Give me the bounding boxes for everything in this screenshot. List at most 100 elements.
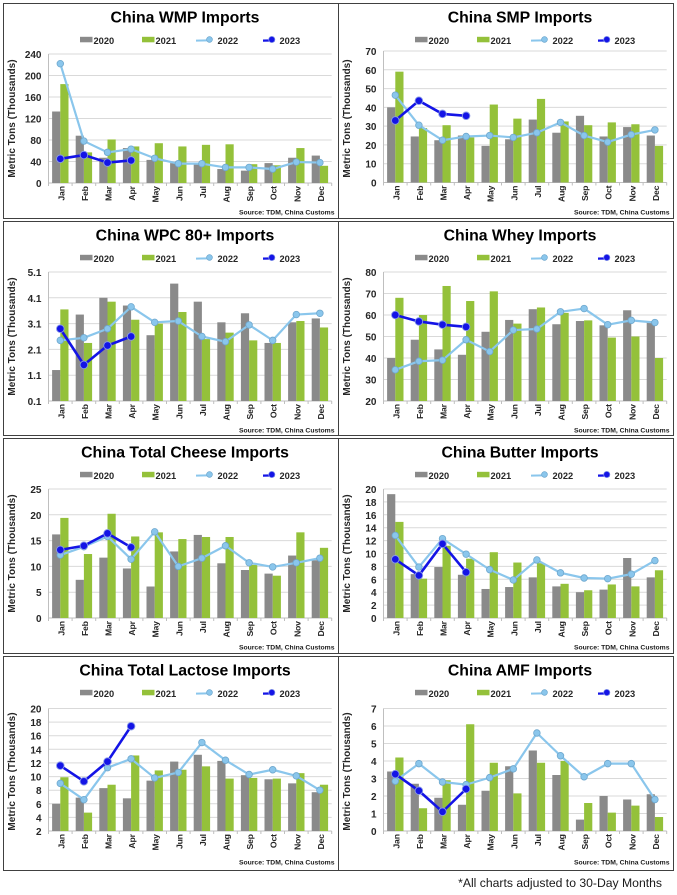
svg-text:0: 0 (36, 614, 42, 625)
svg-text:2023: 2023 (615, 36, 636, 46)
svg-text:2.1: 2.1 (28, 345, 42, 356)
svg-text:2023: 2023 (280, 471, 301, 481)
svg-text:Jul: Jul (533, 834, 543, 846)
svg-text:2023: 2023 (280, 36, 301, 46)
svg-text:2021: 2021 (156, 36, 177, 46)
svg-text:2023: 2023 (280, 688, 301, 698)
svg-text:Metric Tons (Thousands): Metric Tons (Thousands) (7, 59, 18, 177)
svg-text:2022: 2022 (218, 253, 239, 263)
svg-text:Jul: Jul (198, 404, 208, 416)
svg-text:Source: TDM, China Customs: Source: TDM, China Customs (574, 859, 670, 866)
svg-text:2021: 2021 (156, 471, 177, 481)
svg-text:Mar: Mar (104, 620, 114, 636)
svg-text:Nov: Nov (627, 621, 637, 637)
svg-text:May: May (151, 186, 161, 203)
svg-text:18: 18 (365, 498, 377, 509)
svg-text:Mar: Mar (104, 403, 114, 419)
svg-text:Jul: Jul (533, 186, 543, 198)
svg-text:May: May (486, 185, 496, 202)
svg-text:2023: 2023 (280, 253, 301, 263)
svg-text:70: 70 (365, 47, 377, 58)
svg-text:Jan: Jan (56, 621, 66, 635)
svg-text:Dec: Dec (316, 621, 326, 637)
svg-text:2020: 2020 (94, 688, 115, 698)
svg-text:Dec: Dec (651, 403, 661, 419)
svg-text:Jul: Jul (533, 621, 543, 633)
svg-text:2020: 2020 (429, 471, 450, 481)
svg-text:Dec: Dec (651, 833, 661, 849)
svg-text:China WPC 80+ Imports: China WPC 80+ Imports (96, 227, 275, 244)
svg-text:Jul: Jul (198, 621, 208, 633)
svg-text:Sep: Sep (580, 621, 590, 636)
svg-text:2023: 2023 (615, 688, 636, 698)
svg-text:Mar: Mar (439, 185, 449, 201)
svg-text:7: 7 (371, 704, 377, 715)
svg-text:2: 2 (371, 792, 377, 803)
svg-text:2022: 2022 (553, 253, 574, 263)
svg-text:Apr: Apr (127, 620, 137, 635)
svg-text:1: 1 (371, 809, 377, 820)
svg-text:18: 18 (30, 718, 42, 729)
svg-text:Feb: Feb (415, 404, 425, 419)
svg-text:Oct: Oct (604, 185, 614, 199)
svg-text:2021: 2021 (491, 36, 512, 46)
svg-text:Aug: Aug (222, 621, 232, 637)
svg-text:Jun: Jun (509, 186, 519, 201)
svg-text:Mar: Mar (439, 403, 449, 419)
svg-text:Jun: Jun (174, 834, 184, 849)
svg-text:40: 40 (365, 103, 377, 114)
svg-text:Feb: Feb (415, 621, 425, 636)
svg-text:15: 15 (30, 537, 42, 548)
svg-text:Mar: Mar (104, 185, 114, 201)
svg-text:4: 4 (371, 757, 377, 768)
svg-text:Oct: Oct (269, 621, 279, 635)
svg-text:1.1: 1.1 (28, 371, 42, 382)
svg-text:6: 6 (371, 722, 377, 733)
svg-text:60: 60 (365, 66, 377, 77)
svg-text:0: 0 (371, 827, 377, 838)
svg-text:14: 14 (30, 745, 42, 756)
svg-text:2: 2 (36, 827, 42, 838)
svg-text:2023: 2023 (615, 471, 636, 481)
svg-text:Jan: Jan (391, 404, 401, 418)
svg-text:80: 80 (365, 268, 377, 279)
svg-text:25: 25 (30, 485, 42, 496)
svg-text:Metric Tons (Thousands): Metric Tons (Thousands) (342, 494, 353, 612)
svg-text:12: 12 (365, 537, 377, 548)
svg-text:Jan: Jan (56, 404, 66, 418)
svg-text:Mar: Mar (439, 620, 449, 636)
svg-text:Nov: Nov (292, 833, 302, 849)
svg-text:Jul: Jul (533, 404, 543, 416)
svg-text:20: 20 (365, 397, 377, 408)
svg-text:Aug: Aug (222, 404, 232, 420)
svg-text:2020: 2020 (429, 688, 450, 698)
svg-text:Jul: Jul (198, 186, 208, 198)
svg-text:2020: 2020 (429, 253, 450, 263)
svg-text:Jan: Jan (56, 834, 66, 848)
svg-text:Sep: Sep (580, 186, 590, 201)
svg-text:0: 0 (371, 179, 377, 190)
svg-text:5: 5 (36, 588, 42, 599)
svg-text:2020: 2020 (429, 36, 450, 46)
svg-text:Metric Tons (Thousands): Metric Tons (Thousands) (7, 712, 18, 830)
svg-text:Sep: Sep (245, 404, 255, 419)
svg-text:3: 3 (371, 774, 377, 785)
svg-text:Jun: Jun (509, 621, 519, 636)
svg-text:Jun: Jun (174, 404, 184, 419)
svg-text:2022: 2022 (553, 471, 574, 481)
svg-text:2021: 2021 (491, 471, 512, 481)
svg-text:Source: TDM, China Customs: Source: TDM, China Customs (239, 210, 335, 217)
svg-text:China Whey Imports: China Whey Imports (444, 227, 597, 244)
svg-text:2022: 2022 (553, 36, 574, 46)
svg-text:Apr: Apr (127, 833, 137, 848)
svg-text:Dec: Dec (316, 403, 326, 419)
svg-text:Sep: Sep (245, 834, 255, 849)
svg-text:Jun: Jun (174, 621, 184, 636)
svg-text:Aug: Aug (557, 834, 567, 850)
svg-text:Aug: Aug (557, 186, 567, 202)
svg-text:Feb: Feb (415, 834, 425, 849)
svg-text:May: May (486, 833, 496, 850)
svg-text:40: 40 (30, 158, 42, 169)
svg-text:3.1: 3.1 (28, 319, 42, 330)
svg-text:5.1: 5.1 (28, 268, 42, 279)
